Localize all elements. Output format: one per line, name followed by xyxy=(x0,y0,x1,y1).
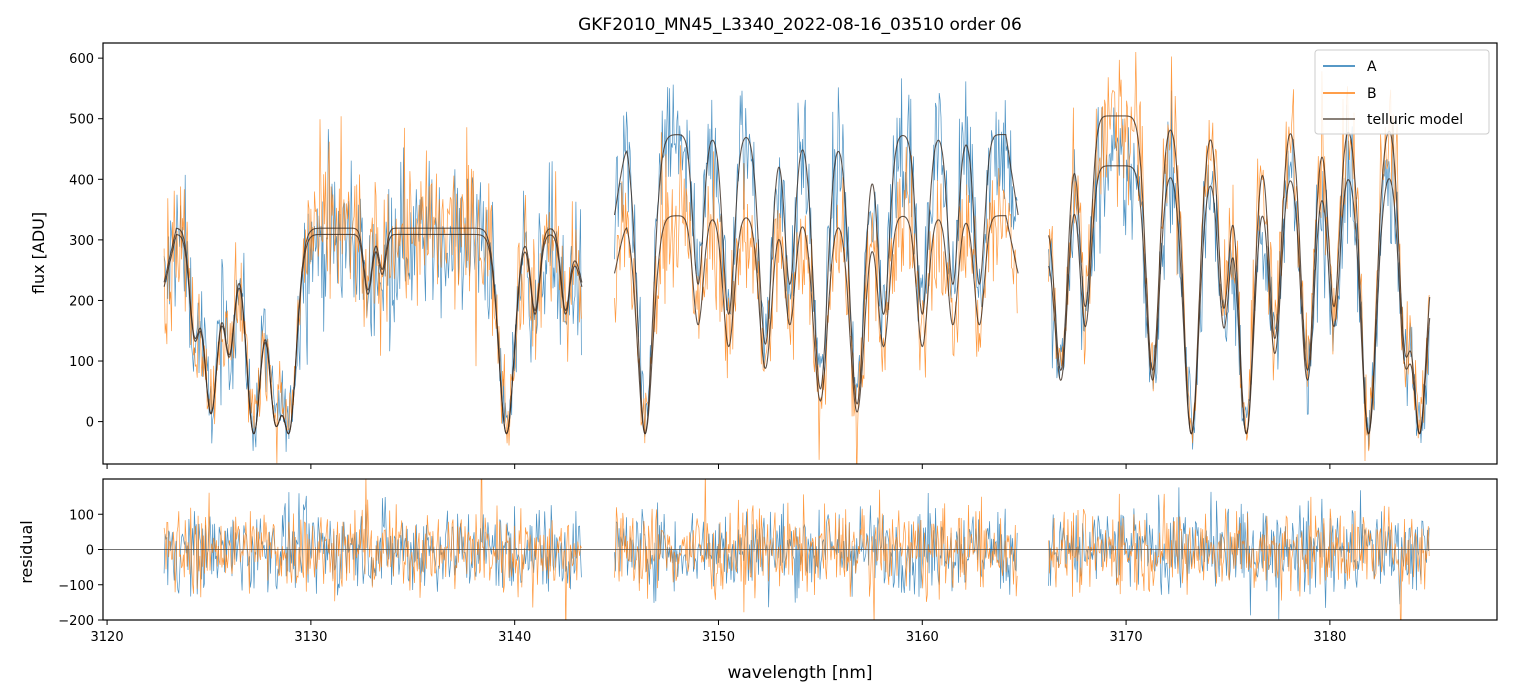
residual-y-tick-label: −200 xyxy=(58,614,94,629)
flux-axes-frame xyxy=(102,42,1498,465)
legend: A B telluric model xyxy=(1314,49,1490,135)
series-b-residual-segment-1 xyxy=(163,479,582,620)
legend-label-telluric: telluric model xyxy=(1367,112,1463,128)
residual-x-tick-label: 3170 xyxy=(1110,630,1143,645)
residual-panel: −200 −100 0 100 3120 3130 3140 3150 3160 3170 318… xyxy=(17,478,1498,683)
telluric-model-curve-1-2 xyxy=(613,134,1019,435)
residual-y-axis-label: residual xyxy=(17,520,36,583)
flux-y-tick-label: 500 xyxy=(69,113,94,128)
flux-y-tick-label: 400 xyxy=(69,173,94,188)
residual-y-tick-label: 100 xyxy=(69,508,94,523)
series-b-residual-segment-3 xyxy=(1048,493,1430,620)
residual-x-tick-label: 3150 xyxy=(702,630,735,645)
telluric-model-curve-2-1 xyxy=(163,227,583,435)
residual-x-tick-label: 3140 xyxy=(498,630,531,645)
residual-y-ticks: −200 −100 0 100 xyxy=(58,508,103,629)
series-b-flux-segment-1 xyxy=(163,116,582,464)
residual-x-ticks: 3120 3130 3140 3150 3160 3170 3180 xyxy=(91,620,1346,645)
flux-y-ticks: 0 100 200 300 400 500 600 xyxy=(69,52,103,431)
residual-series-group xyxy=(103,479,1497,620)
chart-title: GKF2010_MN45_L3340_2022-08-16_03510 orde… xyxy=(578,15,1022,35)
legend-label-b: B xyxy=(1367,86,1377,102)
residual-x-tick-label: 3180 xyxy=(1313,630,1346,645)
flux-y-tick-label: 100 xyxy=(69,355,94,370)
residual-y-tick-label: −100 xyxy=(58,579,94,594)
flux-y-tick-label: 0 xyxy=(86,416,94,431)
telluric-model-curve-2-2 xyxy=(613,215,1019,435)
flux-y-tick-label: 200 xyxy=(69,294,94,309)
flux-x-ticks xyxy=(106,464,1331,469)
flux-y-axis-label: flux [ADU] xyxy=(29,212,48,294)
flux-series-group xyxy=(163,51,1431,464)
telluric-model-curve-2-3 xyxy=(1048,115,1431,435)
flux-panel: 0 100 200 300 400 500 600 flux [ADU] A B tellu… xyxy=(29,42,1498,469)
series-b-flux-segment-3 xyxy=(1048,51,1430,462)
x-axis-label: wavelength [nm] xyxy=(727,663,872,683)
residual-x-tick-label: 3120 xyxy=(91,630,124,645)
residual-x-tick-label: 3160 xyxy=(906,630,939,645)
flux-y-tick-label: 300 xyxy=(69,234,94,249)
residual-y-tick-label: 0 xyxy=(86,544,94,559)
flux-y-tick-label: 600 xyxy=(69,52,94,67)
residual-x-tick-label: 3130 xyxy=(294,630,327,645)
legend-label-a: A xyxy=(1367,59,1377,75)
legend-box xyxy=(1314,49,1490,135)
